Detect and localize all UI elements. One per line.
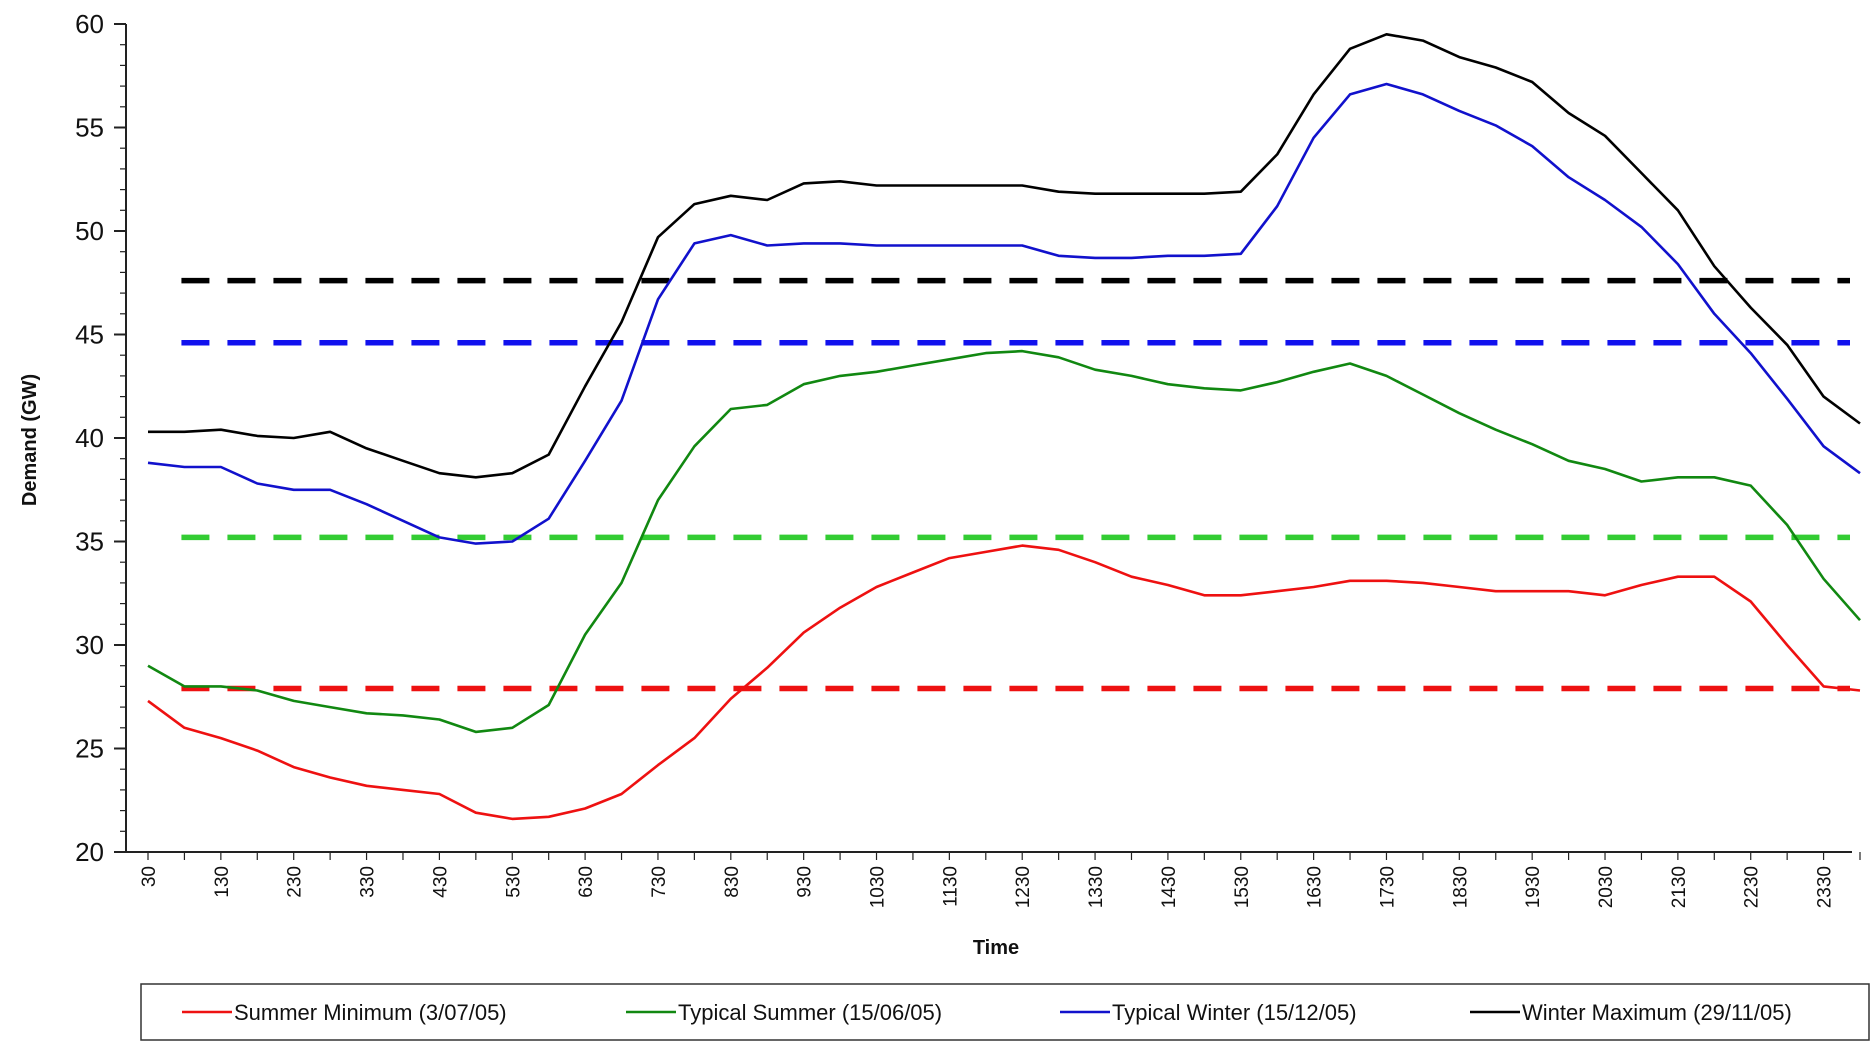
x-axis-title: Time — [973, 937, 1019, 959]
x-tick-label: 2330 — [1815, 866, 1836, 908]
x-tick-label: 1530 — [1232, 866, 1253, 908]
y-tick-label: 50 — [75, 216, 104, 246]
x-tick-label: 1230 — [1013, 866, 1034, 908]
y-axis-title: Demand (GW) — [19, 374, 41, 506]
legend-label: Typical Summer (15/06/05) — [678, 1000, 942, 1025]
x-tick-label: 430 — [430, 866, 451, 898]
x-tick-label: 1130 — [940, 866, 961, 907]
x-tick-label: 30 — [139, 866, 160, 887]
x-tick-label: 1730 — [1377, 866, 1398, 908]
legend-label: Summer Minimum (3/07/05) — [234, 1000, 507, 1025]
x-tick-label: 130 — [212, 866, 233, 898]
y-tick-label: 60 — [75, 9, 104, 39]
legend-box — [140, 983, 1870, 1041]
x-tick-label: 530 — [503, 866, 524, 898]
x-axis-ticks: 30 130 230 330 430 530 630 730 830 930 1030 1130 123… — [139, 852, 1861, 908]
legend: Summer Minimum (3/07/05) Typical Summer (… — [140, 983, 1870, 1041]
y-tick-label: 35 — [75, 527, 104, 557]
x-tick-label: 1330 — [1086, 866, 1107, 908]
series-line — [147, 544, 1861, 821]
series-line — [147, 349, 1861, 734]
x-tick-label: 1430 — [1159, 866, 1180, 908]
x-tick-label: 2030 — [1596, 866, 1617, 908]
x-tick-label: 730 — [649, 866, 670, 898]
x-tick-label: 230 — [285, 866, 306, 898]
y-axis-ticks: 20 25 30 35 40 45 50 55 60 — [75, 9, 126, 867]
x-tick-label: 930 — [795, 866, 816, 898]
x-tick-label: 1630 — [1305, 866, 1326, 908]
y-tick-label: 45 — [75, 320, 104, 350]
x-tick-label: 1030 — [868, 866, 889, 908]
reference-lines — [181, 277, 1850, 692]
x-tick-label: 2130 — [1669, 866, 1690, 908]
legend-label: Typical Winter (15/12/05) — [1112, 1000, 1357, 1025]
y-tick-label: 55 — [75, 113, 104, 143]
x-tick-label: 2230 — [1742, 866, 1763, 908]
y-tick-label: 20 — [75, 837, 104, 867]
series-line — [148, 32, 1861, 479]
x-tick-label: 330 — [358, 866, 379, 898]
y-tick-label: 25 — [75, 734, 104, 764]
x-tick-label: 830 — [722, 866, 743, 898]
x-tick-label: 630 — [576, 866, 597, 898]
series-lines — [147, 32, 1861, 821]
y-tick-label: 30 — [75, 630, 104, 660]
series-line — [147, 82, 1861, 545]
legend-label: Winter Maximum (29/11/05) — [1522, 1000, 1792, 1025]
x-tick-label: 1930 — [1523, 866, 1544, 908]
x-tick-label: 1830 — [1450, 866, 1471, 908]
y-tick-label: 40 — [75, 423, 104, 453]
